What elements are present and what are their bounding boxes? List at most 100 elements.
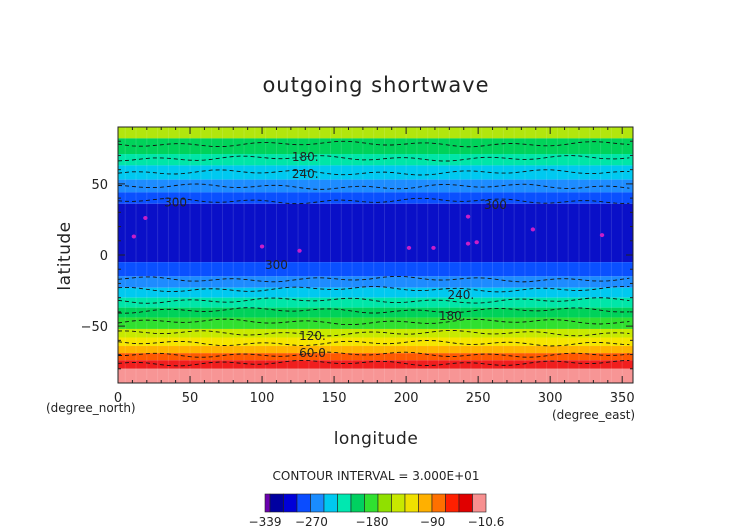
x-tick-label-3: 150 bbox=[322, 391, 347, 406]
x-axis-label: longitude bbox=[334, 429, 419, 449]
contour-line-3 bbox=[117, 183, 630, 190]
spot-2 bbox=[259, 244, 265, 249]
x-tick-label-0: 0 bbox=[114, 391, 122, 406]
contour-label-5: 240. bbox=[447, 288, 474, 302]
colorbar-cell-10 bbox=[391, 493, 406, 513]
colorbar-cell-11 bbox=[404, 493, 419, 513]
x-tick-label-1: 50 bbox=[182, 391, 199, 406]
colorbar-cell-4 bbox=[310, 493, 325, 513]
colorbar-cell-14 bbox=[445, 493, 460, 513]
y-axis-label: latitude bbox=[55, 221, 75, 290]
band-16 bbox=[118, 353, 633, 361]
contour-line-7 bbox=[117, 297, 630, 304]
y-axis: 50 0 −50 bbox=[81, 140, 633, 370]
colorbar-cell-8 bbox=[364, 493, 379, 513]
contour-line-10 bbox=[117, 329, 630, 337]
grid-stripes bbox=[124, 127, 623, 383]
colorbar-cell-7 bbox=[350, 493, 365, 513]
contour-label-4: 300 bbox=[265, 258, 288, 272]
spot-5 bbox=[431, 245, 436, 250]
colorbar-tick-label-2: −180 bbox=[356, 515, 389, 529]
contour-label-7: 120. bbox=[299, 329, 326, 343]
contour-line-0 bbox=[117, 140, 630, 148]
colorbar-cell-15 bbox=[458, 493, 473, 513]
contour-line-13 bbox=[117, 359, 630, 367]
spot-10 bbox=[297, 248, 302, 253]
colorbar-tick-label-3: −90 bbox=[420, 515, 445, 529]
spot-0 bbox=[143, 216, 148, 221]
band-15 bbox=[118, 346, 633, 354]
band-8 bbox=[118, 276, 633, 288]
colorbar-tick-label-4: −10.6 bbox=[468, 515, 505, 529]
colorbar-tick-labels: −339 −270 −180 −90 −10.6 bbox=[249, 515, 505, 529]
x-axis: 0 50 100 150 200 250 300 350 bbox=[114, 127, 635, 406]
colorbar-cell-12 bbox=[418, 493, 433, 513]
y-tick-label-0: 50 bbox=[91, 178, 108, 193]
colorbar-cell-6 bbox=[337, 493, 352, 513]
contour-line-12 bbox=[118, 351, 630, 358]
chart-title: outgoing shortwave bbox=[262, 73, 489, 97]
anomaly-spots bbox=[131, 214, 605, 253]
band-0 bbox=[118, 127, 633, 139]
contour-label-6: 180. bbox=[439, 309, 466, 323]
y-unit-label: (degree_north) bbox=[46, 401, 136, 415]
colorbar-tick-label-0: −339 bbox=[249, 515, 282, 529]
spot-3 bbox=[465, 241, 471, 246]
y-tick-label-1: 0 bbox=[100, 249, 108, 264]
contour-label-8: 60.0 bbox=[299, 346, 326, 360]
colorbar-cell-13 bbox=[431, 493, 446, 513]
contour-line-4 bbox=[117, 197, 630, 205]
colorbar-cell-16 bbox=[472, 493, 487, 513]
colorbar-cell-1 bbox=[269, 493, 284, 513]
band-4 bbox=[118, 179, 633, 193]
colorbar bbox=[264, 493, 487, 513]
band-1 bbox=[118, 138, 633, 155]
band-6 bbox=[118, 203, 633, 263]
band-11 bbox=[118, 307, 633, 318]
spot-6 bbox=[406, 245, 412, 250]
colorbar-tick-label-1: −270 bbox=[295, 515, 328, 529]
band-2 bbox=[118, 154, 633, 166]
spot-7 bbox=[465, 214, 471, 219]
x-tick-label-4: 200 bbox=[394, 391, 419, 406]
x-unit-label: (degree_east) bbox=[552, 408, 635, 422]
contour-label-3: 300 bbox=[484, 198, 507, 212]
latitude-bands bbox=[118, 127, 633, 383]
band-13 bbox=[118, 328, 633, 338]
contour-label-0: 180. bbox=[292, 150, 319, 164]
band-12 bbox=[118, 317, 633, 329]
spot-1 bbox=[131, 234, 137, 239]
contour-lines bbox=[117, 140, 630, 367]
band-18 bbox=[118, 368, 633, 383]
colorbar-cell-9 bbox=[377, 493, 392, 513]
colorbar-cell-3 bbox=[296, 493, 311, 513]
band-17 bbox=[118, 360, 633, 369]
colorbar-cell-2 bbox=[283, 493, 298, 513]
contour-label-1: 240. bbox=[292, 167, 319, 181]
spot-8 bbox=[530, 227, 536, 232]
plot-area: 180. 240. 300 300 300 240. 180. 120. 60.0 bbox=[117, 126, 634, 384]
colorbar-cell-0 bbox=[264, 493, 271, 513]
y-tick-label-2: −50 bbox=[81, 320, 108, 335]
spot-4 bbox=[474, 240, 479, 245]
contour-line-6 bbox=[117, 285, 630, 293]
spot-9 bbox=[599, 233, 605, 238]
contour-labels: 180. 240. 300 300 300 240. 180. 120. 60.0 bbox=[164, 150, 507, 360]
band-9 bbox=[118, 287, 633, 298]
contour-line-2 bbox=[117, 169, 630, 176]
contour-interval-text: CONTOUR INTERVAL = 3.000E+01 bbox=[273, 469, 480, 483]
band-14 bbox=[118, 337, 633, 347]
contour-line-11 bbox=[117, 340, 630, 347]
x-tick-label-2: 100 bbox=[250, 391, 275, 406]
x-tick-label-7: 350 bbox=[610, 391, 635, 406]
contour-label-2: 300 bbox=[164, 195, 187, 209]
x-tick-label-6: 300 bbox=[538, 391, 563, 406]
band-5 bbox=[118, 192, 633, 204]
band-7 bbox=[118, 262, 633, 277]
contour-line-1 bbox=[117, 155, 630, 162]
contour-line-9 bbox=[117, 318, 630, 326]
band-3 bbox=[118, 165, 633, 180]
x-tick-label-5: 250 bbox=[466, 391, 491, 406]
band-10 bbox=[118, 297, 633, 308]
